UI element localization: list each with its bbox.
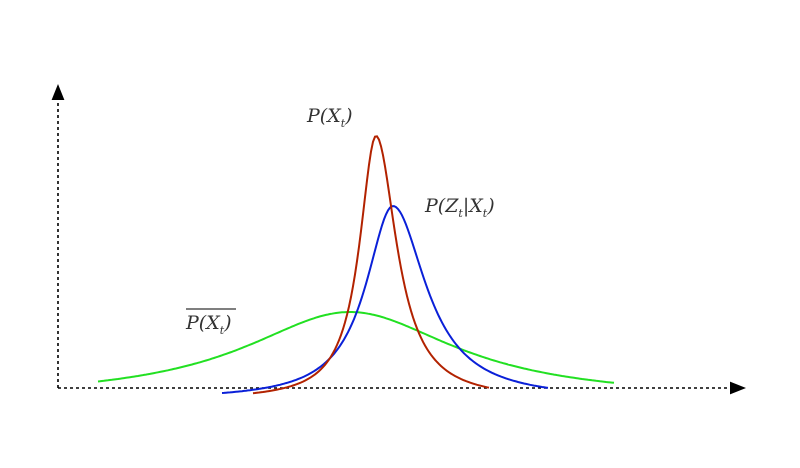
likelihood-curve bbox=[221, 205, 549, 394]
predicted-label-group: P(Xt) bbox=[185, 308, 236, 337]
prior-label: P(Xt) bbox=[306, 105, 353, 130]
likelihood-label: P(Zt|Xt) bbox=[424, 195, 495, 220]
prior-curve bbox=[252, 135, 490, 395]
predicted-belief-curve bbox=[97, 311, 615, 384]
predicted-label: P(Xt) bbox=[185, 312, 232, 337]
